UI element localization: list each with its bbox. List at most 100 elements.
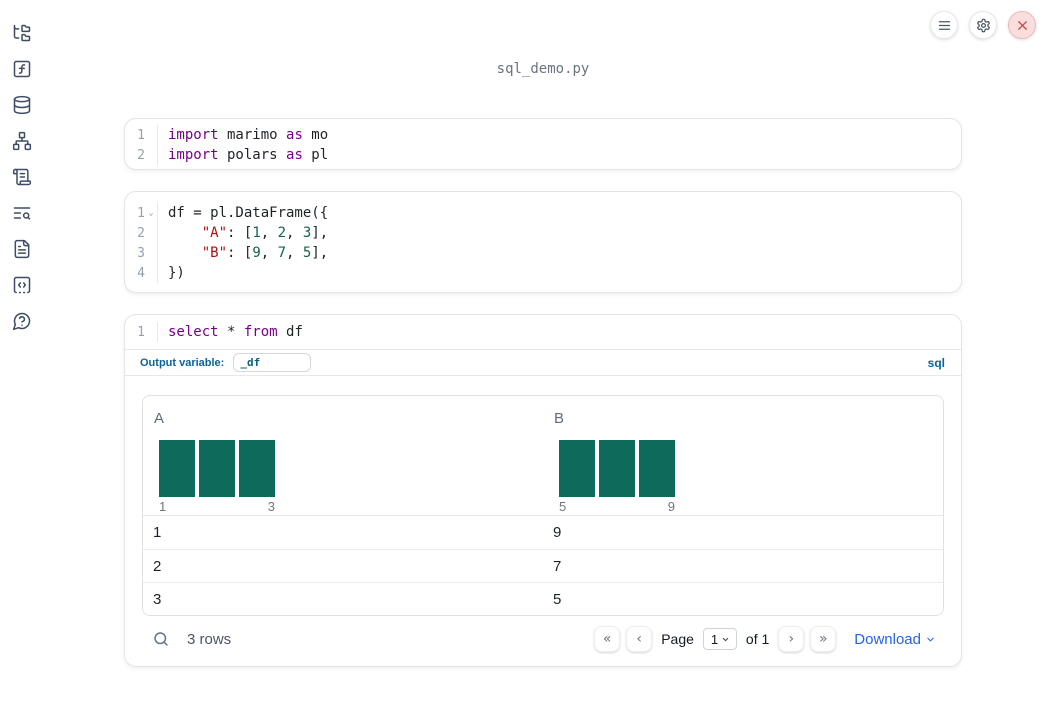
histogram-bar[interactable] — [599, 440, 635, 497]
code-text: import polars as pl — [168, 147, 329, 163]
chevrons-left-icon: « — [602, 631, 612, 647]
table-cell: 2 — [153, 557, 162, 575]
table-cell: 5 — [553, 590, 562, 608]
folder-tree-icon — [13, 24, 31, 42]
code-line[interactable]: 2 import polars as pl — [125, 145, 961, 165]
column-label: B — [554, 410, 565, 427]
line-number: 2 — [137, 225, 145, 241]
code-line[interactable]: 1 import marimo as mo — [125, 125, 961, 145]
line-number: 1 — [137, 205, 145, 221]
line-gutter: 4 — [125, 263, 158, 283]
table-footer: 3 rows « ‹ Page 1 of 1 › » Download — [142, 616, 944, 662]
line-number: 2 — [137, 147, 145, 163]
axis-tick-label: 3 — [267, 499, 275, 514]
histogram-bar[interactable] — [639, 440, 675, 497]
code-line[interactable]: 4}) — [125, 263, 961, 283]
chevrons-right-icon: » — [818, 631, 828, 647]
code-text: import marimo as mo — [168, 127, 329, 143]
previous-page-button[interactable]: ‹ — [626, 626, 653, 652]
code-editor[interactable]: 1 ⌄ df = pl.DataFrame({ 2 "A": [1, 2, 3], 3 … — [125, 192, 961, 294]
code-editor[interactable]: 1 import marimo as mo 2 import polars as pl — [125, 119, 961, 171]
code-line[interactable]: 3 "B": [9, 7, 5], — [125, 243, 961, 263]
sql-editor[interactable]: 1 select * from df — [125, 315, 961, 349]
histogram-bar[interactable] — [559, 440, 595, 497]
gear-icon — [976, 18, 990, 32]
page-select-value: 1 — [710, 631, 719, 647]
help-bubble-icon — [12, 312, 31, 331]
axis-tick-label: 5 — [559, 499, 567, 514]
sidebar-item-scratchpad[interactable] — [12, 167, 32, 187]
table-cell: 1 — [153, 524, 162, 541]
download-label: Download — [854, 630, 921, 648]
row-count: 3 rows — [187, 630, 232, 648]
notebook-filename: sql_demo.py — [496, 61, 590, 77]
code-square-icon — [13, 276, 31, 294]
histogram-bar[interactable] — [239, 440, 275, 497]
download-button[interactable]: Download — [854, 631, 936, 648]
table-cell: 3 — [153, 590, 162, 608]
code-text: df = pl.DataFrame({ — [168, 205, 329, 221]
page-label: Page — [661, 631, 694, 647]
first-page-button[interactable]: « — [594, 626, 621, 652]
table-cell: 7 — [553, 557, 562, 575]
output-variable-input[interactable] — [233, 353, 312, 372]
axis-tick-label: 1 — [159, 499, 167, 514]
topbar-actions — [930, 11, 1036, 39]
last-page-button[interactable]: » — [810, 626, 837, 652]
settings-button[interactable] — [969, 11, 997, 39]
pagination: « ‹ Page 1 of 1 › » — [594, 626, 837, 652]
code-text: }) — [168, 265, 185, 281]
line-number: 1 — [137, 127, 145, 143]
next-page-button[interactable]: › — [778, 626, 805, 652]
sidebar-item-file-explorer[interactable] — [12, 23, 32, 43]
function-square-icon — [13, 60, 31, 78]
sidebar-item-documentation[interactable] — [12, 239, 32, 259]
cell-imports: 1 import marimo as mo 2 import polars as pl — [124, 118, 962, 170]
page-select[interactable]: 1 — [702, 628, 737, 650]
sidebar-item-logs[interactable] — [12, 203, 32, 223]
chevron-down-icon — [927, 637, 934, 641]
code-text: select * from df — [168, 324, 303, 340]
code-line[interactable]: 2 "A": [1, 2, 3], — [125, 223, 961, 243]
menu-button[interactable] — [930, 11, 958, 39]
sidebar-item-variables[interactable] — [12, 59, 32, 79]
close-icon — [1017, 20, 1027, 30]
database-icon — [13, 95, 31, 115]
text-search-icon — [13, 207, 31, 220]
line-number: 3 — [137, 245, 145, 261]
cell-dataframe: 1 ⌄ df = pl.DataFrame({ 2 "A": [1, 2, 3], 3 … — [124, 191, 962, 293]
histogram-bar[interactable] — [199, 440, 235, 497]
table-search-button[interactable] — [151, 629, 171, 649]
chevron-left-icon: ‹ — [636, 631, 643, 647]
hamburger-icon — [938, 20, 950, 30]
line-gutter: 2 — [125, 145, 158, 165]
line-number: 1 — [137, 324, 145, 340]
axis-tick-label: 9 — [667, 499, 675, 514]
sidebar-item-snippets[interactable] — [12, 275, 32, 295]
sidebar-item-help[interactable] — [12, 311, 32, 331]
language-badge: sql — [927, 355, 945, 370]
chevron-right-icon: › — [788, 631, 795, 647]
code-line[interactable]: 1 ⌄ df = pl.DataFrame({ — [125, 203, 961, 223]
histogram-bar[interactable] — [159, 440, 195, 497]
line-gutter: 3 — [125, 243, 158, 263]
column-label: A — [154, 410, 165, 427]
sidebar-item-datasources[interactable] — [12, 95, 32, 115]
chevron-down-icon — [722, 637, 729, 641]
sidebar-item-dependencies[interactable] — [12, 131, 32, 151]
shutdown-button[interactable] — [1008, 11, 1036, 39]
network-icon — [12, 131, 32, 151]
code-line[interactable]: 1 select * from df — [125, 322, 961, 342]
fold-chevron-icon[interactable]: ⌄ — [148, 208, 154, 218]
